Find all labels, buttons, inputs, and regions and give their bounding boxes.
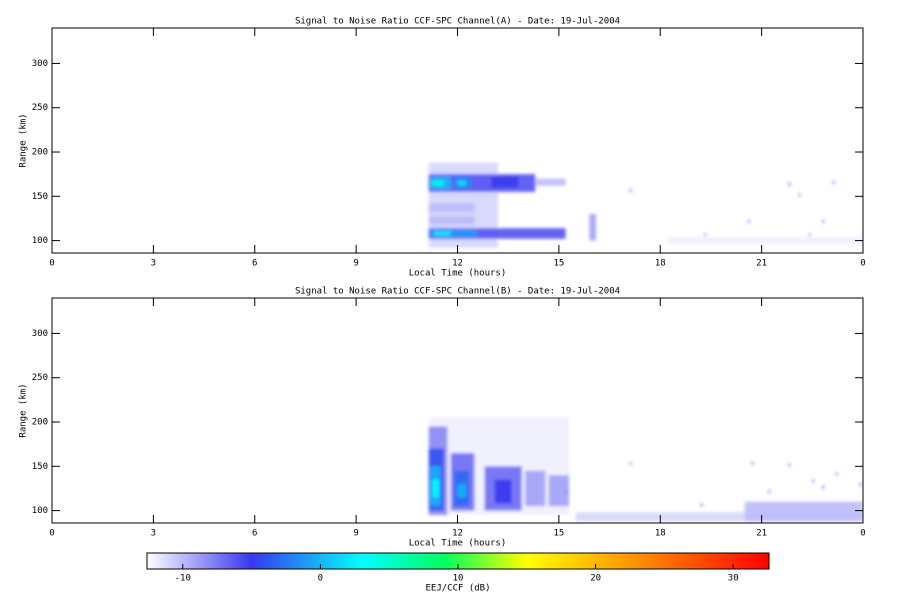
cell bbox=[788, 183, 791, 186]
cell bbox=[812, 479, 815, 483]
y-axis-label: Range (km) bbox=[19, 383, 29, 437]
cell bbox=[535, 178, 566, 186]
cell bbox=[494, 479, 512, 504]
cell bbox=[457, 180, 466, 186]
cell bbox=[788, 463, 791, 467]
colorbar-tick-label: 20 bbox=[590, 574, 601, 584]
cell bbox=[667, 237, 863, 245]
x-tick-label: 21 bbox=[756, 259, 767, 269]
cell bbox=[525, 470, 546, 507]
y-tick-label: 300 bbox=[32, 329, 48, 339]
heatmap bbox=[428, 162, 863, 248]
x-tick-label: 12 bbox=[452, 259, 463, 269]
cell bbox=[744, 501, 863, 522]
colorbar-tick-label: 10 bbox=[453, 574, 464, 584]
cell bbox=[491, 176, 519, 188]
colorbar-label: EEJ/CCF (dB) bbox=[425, 584, 490, 594]
cell bbox=[428, 228, 566, 239]
cell bbox=[428, 215, 475, 225]
x-tick-label: 6 bbox=[252, 529, 257, 539]
cell bbox=[629, 189, 632, 192]
x-tick-label: 18 bbox=[655, 259, 666, 269]
y-tick-label: 300 bbox=[32, 59, 48, 69]
cell bbox=[565, 490, 568, 493]
y-tick-label: 200 bbox=[32, 148, 48, 158]
cell bbox=[432, 180, 444, 186]
x-tick-label: 15 bbox=[553, 529, 564, 539]
x-axis-label: Local Time (hours) bbox=[409, 269, 507, 279]
cell bbox=[428, 203, 475, 213]
cell bbox=[835, 472, 838, 476]
cell bbox=[629, 461, 632, 465]
y-tick-label: 200 bbox=[32, 418, 48, 428]
x-tick-label: 21 bbox=[756, 529, 767, 539]
chart-title: Signal to Noise Ratio CCF-SPC Channel(B)… bbox=[295, 287, 620, 297]
cell bbox=[748, 220, 750, 223]
cell bbox=[768, 490, 771, 493]
cell bbox=[798, 193, 801, 197]
x-tick-label: 9 bbox=[353, 529, 358, 539]
x-tick-label: 0 bbox=[49, 529, 54, 539]
x-tick-label: 3 bbox=[151, 529, 156, 539]
y-tick-label: 100 bbox=[32, 236, 48, 246]
x-tick-label: 18 bbox=[655, 529, 666, 539]
cell bbox=[751, 461, 754, 465]
x-tick-label: 3 bbox=[151, 259, 156, 269]
y-tick-label: 150 bbox=[32, 192, 48, 202]
cell bbox=[859, 483, 862, 486]
chart-title: Signal to Noise Ratio CCF-SPC Channel(A)… bbox=[295, 17, 620, 27]
x-tick-label: 0 bbox=[860, 259, 865, 269]
y-tick-label: 250 bbox=[32, 103, 48, 113]
cell bbox=[575, 512, 863, 522]
cell bbox=[432, 479, 439, 498]
cell bbox=[589, 214, 597, 241]
x-tick-label: 15 bbox=[553, 259, 564, 269]
x-axis-label: Local Time (hours) bbox=[409, 539, 507, 549]
cell bbox=[433, 231, 451, 236]
heatmap bbox=[428, 417, 863, 522]
x-tick-label: 0 bbox=[49, 259, 54, 269]
x-tick-label: 9 bbox=[353, 259, 358, 269]
cell bbox=[704, 233, 706, 237]
x-tick-label: 6 bbox=[252, 259, 257, 269]
heatmap-layer bbox=[428, 162, 863, 248]
cell bbox=[430, 229, 478, 238]
cell bbox=[700, 503, 703, 507]
colorbar-tick-label: 30 bbox=[728, 574, 739, 584]
cell bbox=[822, 220, 825, 223]
cell bbox=[832, 181, 835, 184]
cell bbox=[822, 485, 825, 489]
colorbar-tick-label: -10 bbox=[175, 574, 191, 584]
x-tick-label: 0 bbox=[860, 529, 865, 539]
y-axis-label: Range (km) bbox=[19, 113, 29, 167]
y-tick-label: 150 bbox=[32, 462, 48, 472]
heatmap-layer bbox=[428, 417, 863, 522]
colorbar-tick-label: 0 bbox=[318, 574, 323, 584]
y-tick-label: 100 bbox=[32, 506, 48, 516]
cell bbox=[457, 484, 466, 498]
cell bbox=[548, 475, 570, 507]
y-tick-label: 250 bbox=[32, 373, 48, 383]
cell bbox=[808, 233, 811, 237]
x-tick-label: 12 bbox=[452, 529, 463, 539]
